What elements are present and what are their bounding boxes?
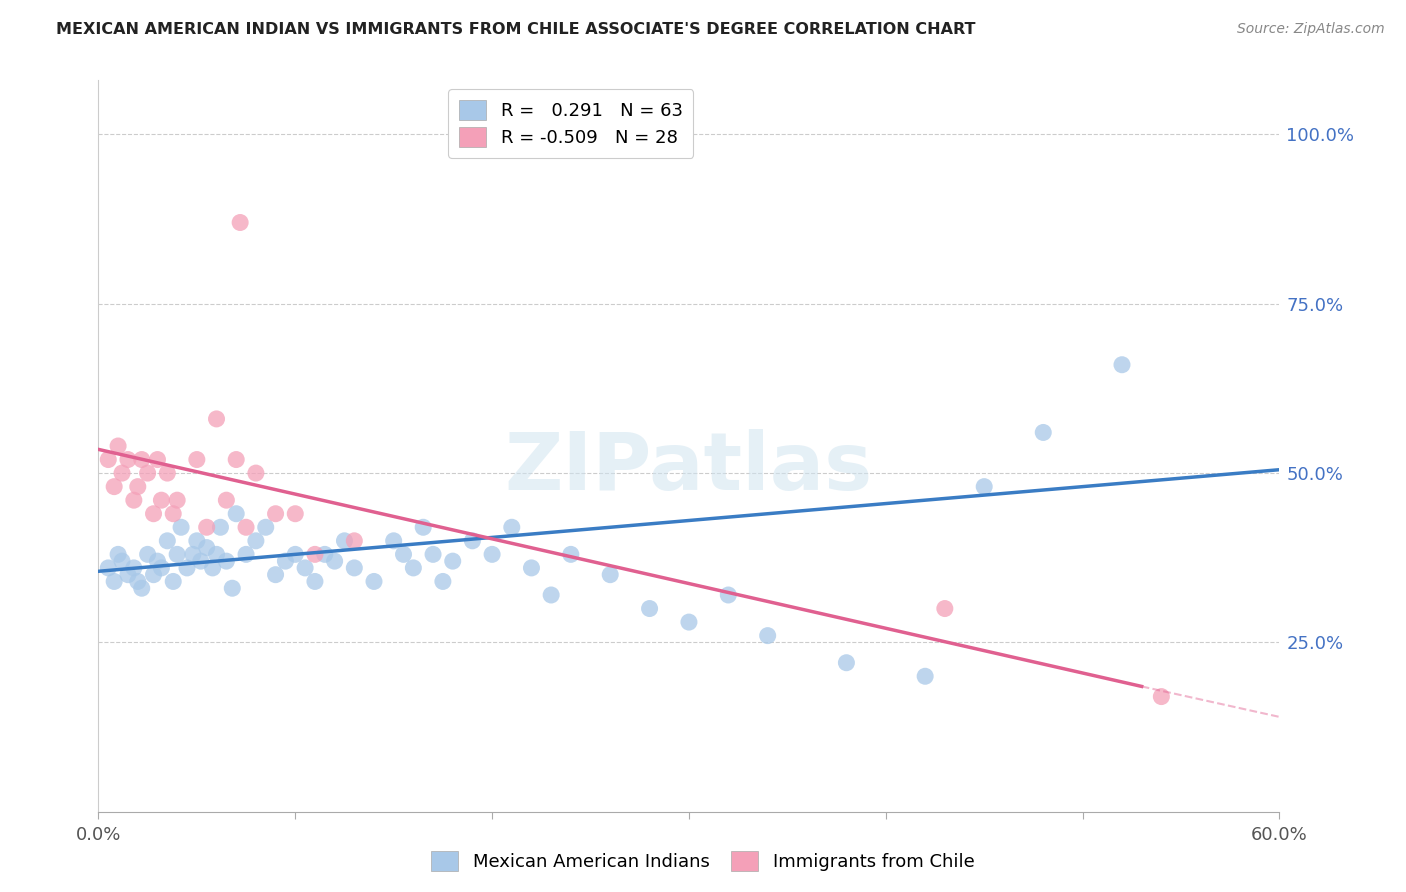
Point — [304, 547, 326, 561]
Point — [560, 547, 582, 561]
Point — [166, 547, 188, 561]
Point — [1032, 425, 1054, 440]
Point — [934, 601, 956, 615]
Point — [117, 452, 139, 467]
Point — [117, 567, 139, 582]
Text: ZIPatlas: ZIPatlas — [505, 429, 873, 507]
Point — [973, 480, 995, 494]
Point — [122, 561, 145, 575]
Point — [284, 547, 307, 561]
Point — [107, 439, 129, 453]
Point — [195, 520, 218, 534]
Point — [914, 669, 936, 683]
Point — [1111, 358, 1133, 372]
Text: Source: ZipAtlas.com: Source: ZipAtlas.com — [1237, 22, 1385, 37]
Point — [402, 561, 425, 575]
Point — [333, 533, 356, 548]
Point — [343, 561, 366, 575]
Point — [1150, 690, 1173, 704]
Point — [221, 581, 243, 595]
Point — [235, 520, 257, 534]
Point — [190, 554, 212, 568]
Point — [274, 554, 297, 568]
Point — [131, 452, 153, 467]
Point — [441, 554, 464, 568]
Legend: Mexican American Indians, Immigrants from Chile: Mexican American Indians, Immigrants fro… — [425, 844, 981, 879]
Point — [599, 567, 621, 582]
Point — [146, 452, 169, 467]
Point — [131, 581, 153, 595]
Point — [835, 656, 858, 670]
Point — [127, 480, 149, 494]
Point — [181, 547, 204, 561]
Point — [136, 466, 159, 480]
Point — [392, 547, 415, 561]
Point — [111, 466, 134, 480]
Point — [103, 574, 125, 589]
Point — [304, 574, 326, 589]
Point — [382, 533, 405, 548]
Point — [142, 567, 165, 582]
Point — [284, 507, 307, 521]
Point — [103, 480, 125, 494]
Point — [146, 554, 169, 568]
Point — [162, 574, 184, 589]
Point — [205, 412, 228, 426]
Point — [294, 561, 316, 575]
Point — [225, 507, 247, 521]
Point — [422, 547, 444, 561]
Point — [343, 533, 366, 548]
Point — [111, 554, 134, 568]
Text: MEXICAN AMERICAN INDIAN VS IMMIGRANTS FROM CHILE ASSOCIATE'S DEGREE CORRELATION : MEXICAN AMERICAN INDIAN VS IMMIGRANTS FR… — [56, 22, 976, 37]
Point — [264, 507, 287, 521]
Point — [254, 520, 277, 534]
Point — [142, 507, 165, 521]
Point — [245, 466, 267, 480]
Point — [363, 574, 385, 589]
Point — [150, 561, 173, 575]
Point — [186, 533, 208, 548]
Point — [412, 520, 434, 534]
Point — [245, 533, 267, 548]
Point — [156, 466, 179, 480]
Point — [215, 554, 238, 568]
Point — [678, 615, 700, 629]
Point — [501, 520, 523, 534]
Point — [209, 520, 232, 534]
Point — [229, 215, 252, 229]
Point — [314, 547, 336, 561]
Point — [264, 567, 287, 582]
Point — [323, 554, 346, 568]
Point — [756, 629, 779, 643]
Point — [481, 547, 503, 561]
Legend: R =   0.291   N = 63, R = -0.509   N = 28: R = 0.291 N = 63, R = -0.509 N = 28 — [449, 89, 693, 158]
Point — [201, 561, 224, 575]
Point — [540, 588, 562, 602]
Point — [520, 561, 543, 575]
Point — [127, 574, 149, 589]
Point — [170, 520, 193, 534]
Point — [205, 547, 228, 561]
Point — [432, 574, 454, 589]
Point — [150, 493, 173, 508]
Point — [97, 452, 120, 467]
Point — [215, 493, 238, 508]
Point — [156, 533, 179, 548]
Point — [195, 541, 218, 555]
Point — [225, 452, 247, 467]
Point — [97, 561, 120, 575]
Point — [162, 507, 184, 521]
Point — [166, 493, 188, 508]
Point — [638, 601, 661, 615]
Point — [136, 547, 159, 561]
Point — [186, 452, 208, 467]
Point — [461, 533, 484, 548]
Point — [122, 493, 145, 508]
Point — [107, 547, 129, 561]
Point — [235, 547, 257, 561]
Point — [717, 588, 740, 602]
Point — [176, 561, 198, 575]
